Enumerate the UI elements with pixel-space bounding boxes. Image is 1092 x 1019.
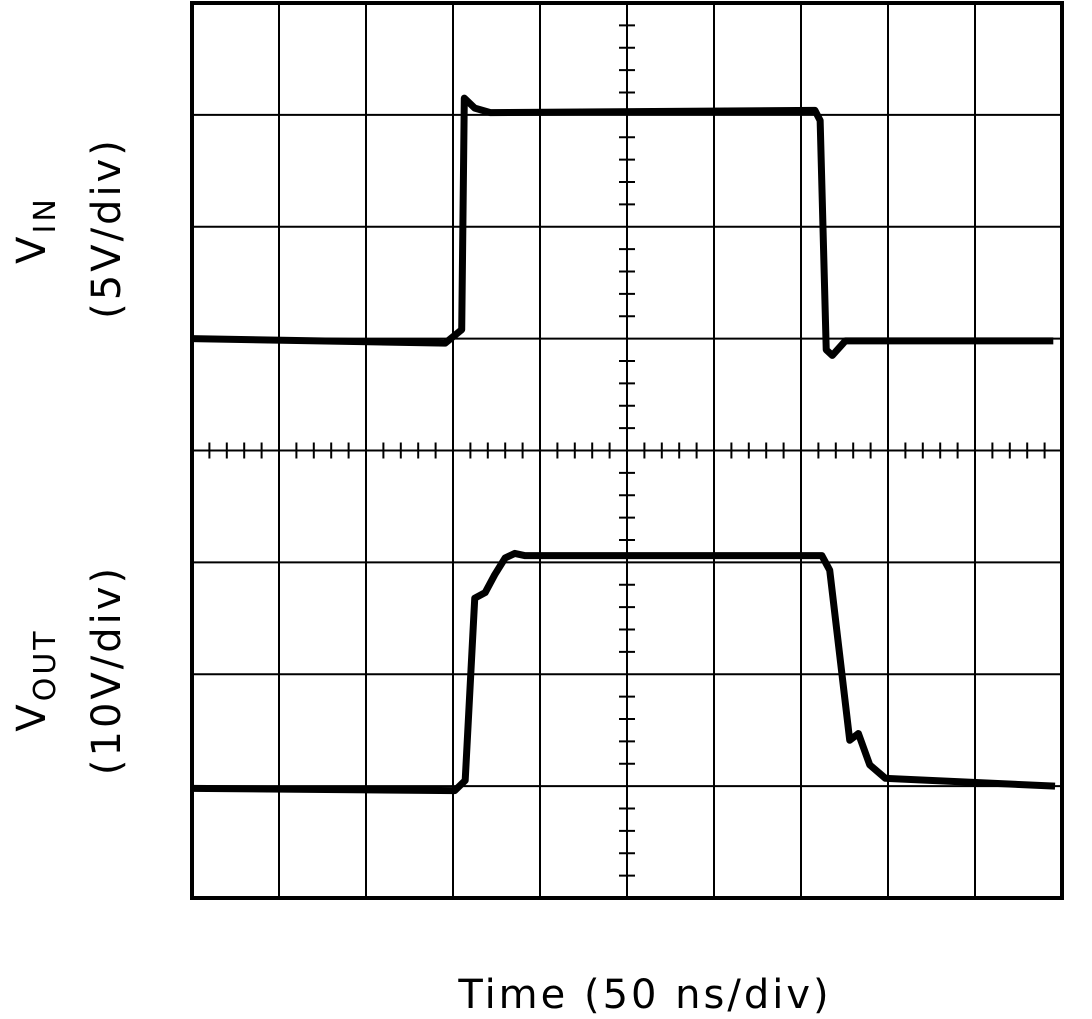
plot-frame (190, 1, 1064, 900)
y-label-group: (10V/div) (84, 565, 130, 775)
x-axis-label: Time (50 ns/div) (457, 972, 831, 1018)
trace (191, 549, 1056, 795)
y-axis-label: VOUT (9, 628, 63, 731)
y-axis-label: VIN (9, 196, 63, 264)
label-subscript: IN (28, 196, 63, 233)
label-subscript: OUT (28, 628, 63, 701)
trace (191, 94, 1054, 359)
label-symbol: V (9, 233, 55, 263)
label-symbol: V (9, 701, 55, 731)
y-label-group: VOUT (9, 628, 63, 731)
y-axis-scale: (10V/div) (84, 565, 130, 775)
y-axis-scale: (5V/div) (84, 137, 130, 319)
y-label-group: (5V/div) (84, 137, 130, 319)
y-label-group: VIN (9, 196, 63, 264)
